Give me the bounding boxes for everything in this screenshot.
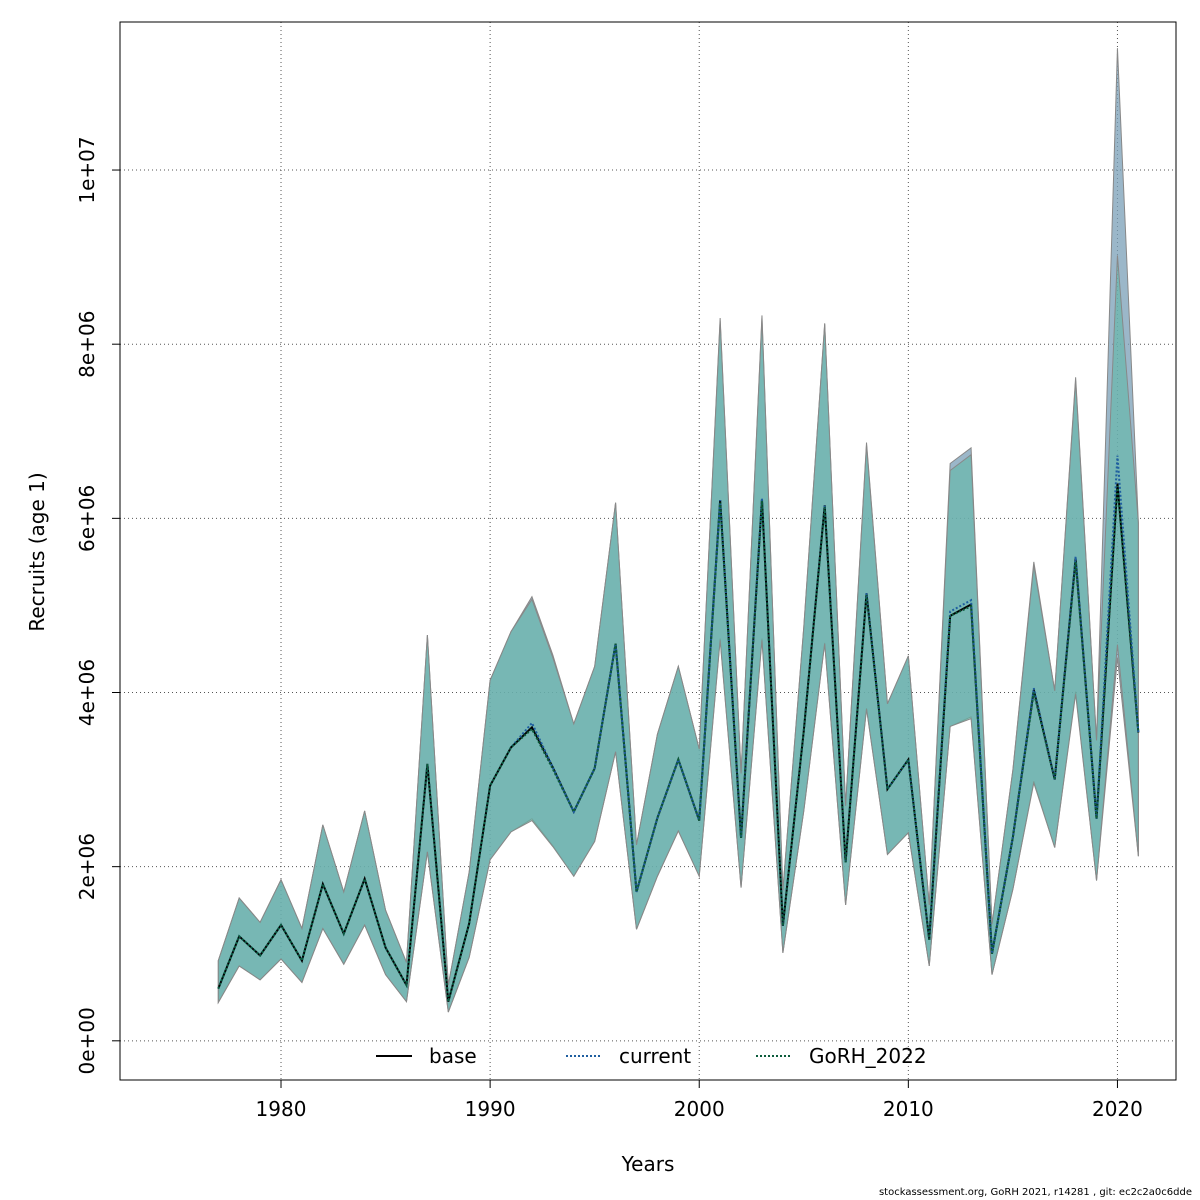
confidence-bands bbox=[217, 48, 1139, 1013]
legend-item-base: base bbox=[376, 1044, 477, 1068]
x-axis-title: Years bbox=[621, 1152, 675, 1176]
legend-label: current bbox=[619, 1044, 691, 1068]
x-tick-label: 1990 bbox=[465, 1097, 516, 1121]
y-axis: 0e+00 2e+06 4e+06 6e+06 8e+06 1e+07 bbox=[75, 136, 120, 1074]
y-axis-title: Recruits (age 1) bbox=[25, 472, 49, 631]
legend-item-GoRH_2022: GoRH_2022 bbox=[756, 1044, 927, 1068]
band-GoRH_2022 bbox=[217, 255, 1139, 1013]
x-tick-label: 2020 bbox=[1092, 1097, 1143, 1121]
plot-frame bbox=[119, 21, 1177, 1081]
footer-credit: stockassessment.org, GoRH 2021, r14281 ,… bbox=[878, 1187, 1192, 1198]
legend-label: GoRH_2022 bbox=[809, 1044, 927, 1068]
legend: base current GoRH_2022 bbox=[376, 1044, 927, 1068]
y-tick-label: 6e+06 bbox=[75, 485, 99, 552]
y-tick-label: 4e+06 bbox=[75, 659, 99, 726]
series-line-GoRH_2022 bbox=[217, 486, 1140, 1002]
y-tick-label: 8e+06 bbox=[75, 311, 99, 378]
legend-item-current: current bbox=[566, 1044, 691, 1068]
y-tick-label: 0e+00 bbox=[75, 1007, 99, 1074]
x-tick-label: 2000 bbox=[674, 1097, 725, 1121]
x-tick-label: 2010 bbox=[883, 1097, 934, 1121]
series-line-current bbox=[217, 455, 1140, 1002]
x-axis: 1980 1990 2000 2010 2020 bbox=[256, 1080, 1143, 1121]
y-tick-label: 1e+07 bbox=[75, 136, 99, 203]
series-lines bbox=[217, 455, 1140, 1002]
legend-label: base bbox=[429, 1044, 477, 1068]
x-tick-label: 1980 bbox=[256, 1097, 307, 1121]
y-tick-label: 2e+06 bbox=[75, 833, 99, 900]
